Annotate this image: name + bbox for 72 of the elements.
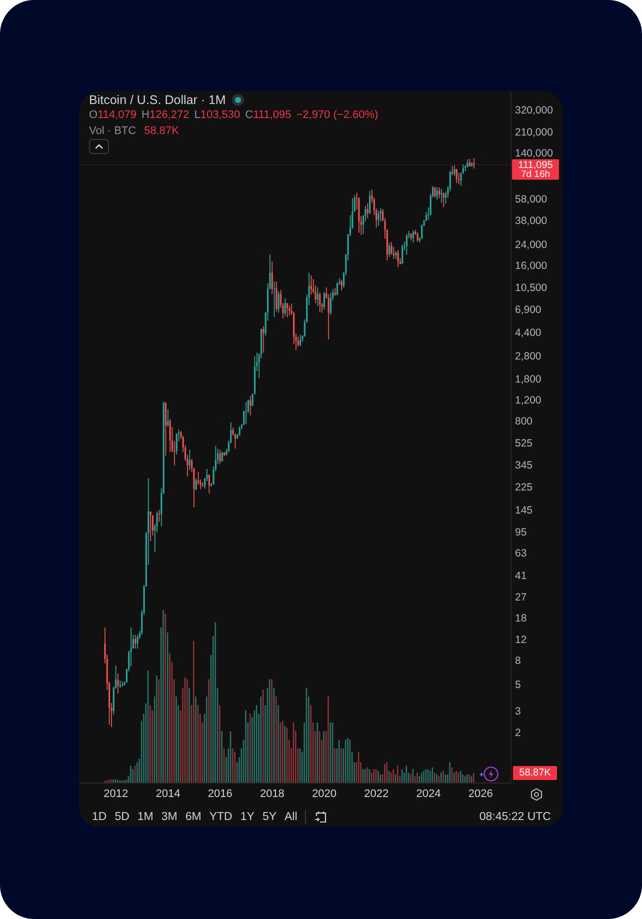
text: 5Y <box>262 811 277 823</box>
x-tick-label: 2024 <box>416 788 441 800</box>
text: YTD <box>209 811 232 823</box>
y-tick-label: 345 <box>515 459 533 472</box>
annotation: −2,970 (−2.60%) <box>296 109 378 121</box>
candlestick <box>454 166 456 176</box>
annotation: L103,530 <box>194 109 240 121</box>
annotation: C111,095 <box>245 109 292 121</box>
candlestick <box>310 275 312 295</box>
y-tick-label: 2 <box>515 726 521 739</box>
candlestick <box>119 680 121 688</box>
candlestick <box>473 158 475 168</box>
text: 1Y <box>240 811 254 823</box>
x-tick-label: 2018 <box>260 788 284 800</box>
x-tick-label: 2016 <box>208 788 232 800</box>
y-tick-label: 6,900 <box>515 304 542 316</box>
candlestick <box>150 511 152 542</box>
chart-title: Bitcoin / U.S. Dollar · 1M <box>89 92 226 106</box>
x-tick-label: 2014 <box>156 788 180 800</box>
y-tick-label: 38,000 <box>515 215 548 228</box>
text: All <box>284 811 298 823</box>
text: 7d 16h <box>520 169 550 180</box>
y-tick-label: 63 <box>515 548 527 560</box>
annotation: 58.87K <box>144 125 179 137</box>
y-tick-label: 58,000 <box>515 193 548 206</box>
candlestick <box>458 172 460 184</box>
y-tick-label: 27 <box>515 592 527 604</box>
y-tick-label: 24,000 <box>515 239 548 252</box>
y-tick-label: 12 <box>515 634 527 646</box>
candlestick <box>262 326 264 353</box>
x-tick-label: 2012 <box>104 788 128 800</box>
y-tick-label: 140,000 <box>515 148 554 160</box>
chart-title: Vol · BTC <box>89 125 136 137</box>
text: 58.87K <box>519 767 552 778</box>
annotation: O114,079 <box>89 109 137 121</box>
annotation: H126,272 <box>142 109 190 121</box>
y-tick-label: 525 <box>515 438 533 450</box>
y-tick-label: 3 <box>515 706 521 718</box>
text: 6M <box>185 811 202 823</box>
text: 3M <box>161 811 178 823</box>
y-tick-label: 1,200 <box>515 394 542 407</box>
y-tick-label: 210,000 <box>515 126 554 138</box>
y-tick-label: 95 <box>515 526 527 538</box>
y-tick-label: 5 <box>515 679 521 692</box>
y-tick-label: 800 <box>515 416 533 428</box>
y-tick-label: 320,000 <box>515 104 554 117</box>
x-tick-label: 2022 <box>364 788 389 800</box>
y-tick-label: 4,400 <box>515 327 542 340</box>
candlestick <box>198 472 200 485</box>
y-tick-label: 41 <box>515 570 527 582</box>
ref-line-label: 111,095 <box>518 160 554 171</box>
y-tick-label: 2,800 <box>515 350 542 363</box>
y-tick-label: 18 <box>515 612 527 625</box>
y-tick-label: 145 <box>515 504 533 516</box>
candlestick <box>288 305 290 316</box>
candlestick <box>452 166 454 176</box>
text: 08:45:22 UTC <box>479 811 551 823</box>
x-tick-label: 2020 <box>312 788 337 800</box>
text: 1M <box>137 811 154 823</box>
candlestick <box>380 208 382 222</box>
y-tick-label: 10,500 <box>515 282 548 294</box>
y-tick-label: 1,800 <box>515 374 542 386</box>
y-tick-label: 8 <box>515 654 521 667</box>
candlestick <box>378 210 380 226</box>
y-tick-label: 16,000 <box>515 260 548 272</box>
x-tick-label: 2026 <box>468 788 493 800</box>
candlestick <box>245 402 247 424</box>
y-tick-label: 225 <box>515 482 533 494</box>
candlestick <box>440 188 442 203</box>
text: 1D <box>92 811 107 823</box>
text: 5D <box>114 811 130 823</box>
candlestick <box>117 673 119 694</box>
